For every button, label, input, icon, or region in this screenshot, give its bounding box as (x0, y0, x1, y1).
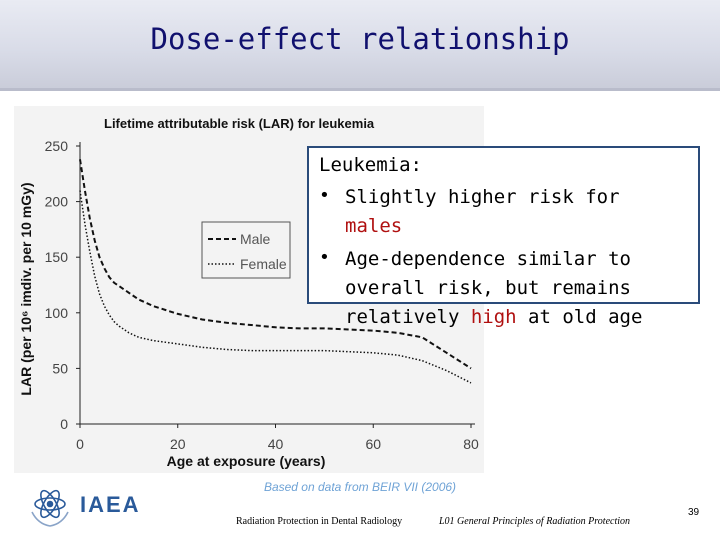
y-tick-label: 150 (45, 249, 69, 265)
footer-module-title: L01 General Principles of Radiation Prot… (439, 516, 630, 527)
chart-title: Lifetime attributable risk (LAR) for leu… (104, 116, 375, 131)
x-tick-label: 20 (170, 436, 186, 452)
footer-course-title: Radiation Protection in Dental Radiology (236, 516, 403, 527)
y-tick-label: 50 (52, 360, 68, 376)
legend-box (201, 221, 291, 279)
title-bar (0, 0, 720, 90)
x-tick-label: 80 (463, 436, 479, 452)
series-line-male (79, 159, 472, 370)
legend-label-female: Female (240, 256, 287, 272)
bullet-marker: • (319, 185, 330, 206)
x-tick-label: 0 (76, 436, 84, 452)
page-number: 39 (688, 507, 700, 518)
series-line-female (79, 190, 472, 384)
bullet-age-text: Age-dependence similar to overall risk, … (345, 248, 631, 328)
source-citation: Based on data from BEIR VII (2006) (263, 480, 457, 494)
chart-legend: Male Female (201, 221, 291, 279)
bullet-marker: • (319, 247, 330, 268)
bullet-age-dependence: • Age-dependence similar to overall risk,… (319, 245, 688, 332)
bullet-male-risk-text: Slightly higher risk for (345, 186, 620, 208)
chart-series (79, 159, 472, 384)
bullet-age-text-end: at old age (516, 306, 643, 328)
chart-x-axis-label: Age at exposure (years) (167, 453, 326, 469)
leukemia-callout-box: Leukemia: • Slightly higher risk for male… (307, 146, 700, 328)
bullet-age-emphasis: high (470, 306, 517, 328)
title-divider (0, 88, 720, 91)
iaea-logo: IAEA (31, 489, 141, 527)
bullet-male-risk: • Slightly higher risk for males (319, 183, 688, 241)
chart-axes (79, 142, 475, 425)
legend-label-male: Male (240, 231, 271, 247)
callout-bullet-list: • Slightly higher risk for males • Age-dep… (319, 183, 688, 332)
y-tick-label: 250 (45, 138, 69, 154)
x-tick-label: 60 (365, 436, 381, 452)
y-tick-label: 200 (45, 194, 69, 210)
leukemia-lar-chart: Lifetime attributable risk (LAR) for leu… (18, 116, 479, 469)
callout-heading: Leukemia: (319, 154, 422, 176)
y-tick-label: 0 (60, 416, 68, 432)
slide-title: Dose-effect relationship (150, 22, 570, 56)
atom-icon (31, 489, 69, 527)
iaea-logo-text: IAEA (80, 492, 141, 517)
bullet-male-risk-emphasis: males (345, 215, 403, 237)
chart-y-axis-label: LAR (per 10⁶ imdiv. per 10 mGy) (18, 182, 34, 395)
x-tick-label: 40 (268, 436, 284, 452)
chart-ticks: 0 50 100 150 200 250 0 20 40 60 80 (45, 138, 479, 452)
y-tick-label: 100 (45, 305, 69, 321)
